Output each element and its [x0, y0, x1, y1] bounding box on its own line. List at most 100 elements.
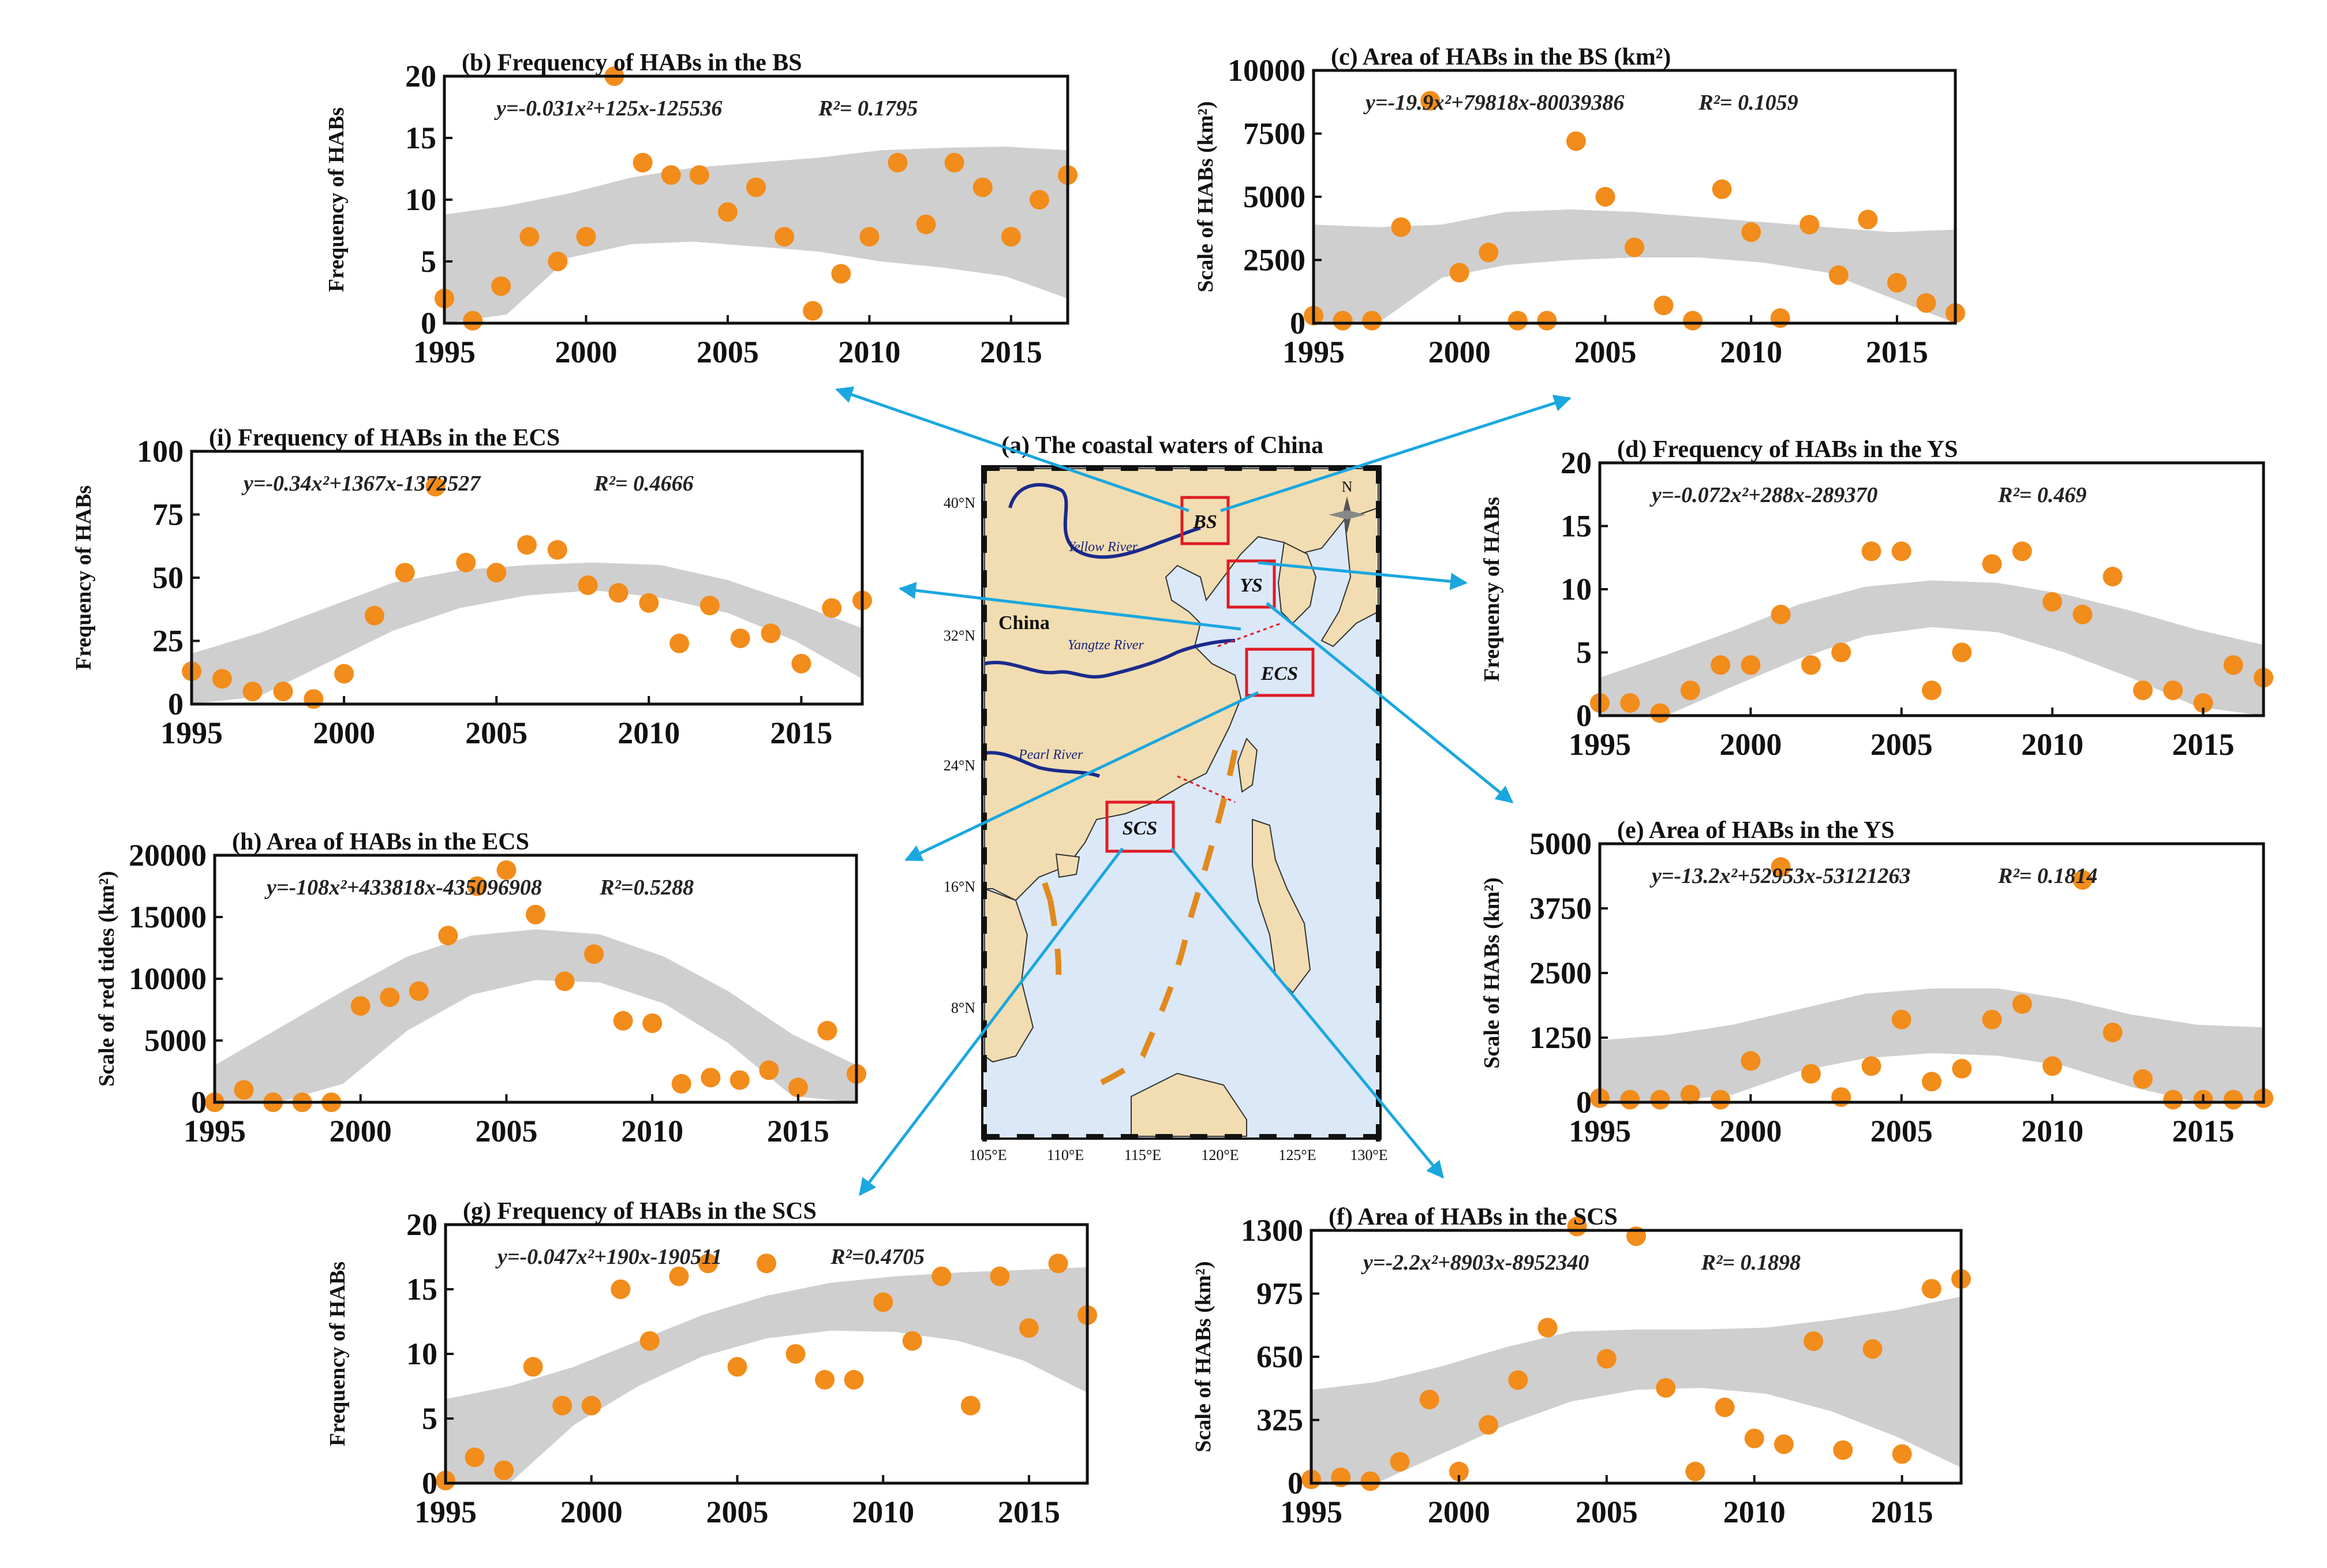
- panel-title: (e) Area of HABs in the YS: [1617, 817, 1895, 844]
- confidence-band: [1314, 209, 1955, 323]
- map-frame-segment: [1376, 743, 1381, 761]
- y-tick-label: 15: [1561, 509, 1592, 544]
- lat-tick-24: 24°N: [944, 757, 975, 774]
- data-point: [1741, 222, 1761, 242]
- r-squared: R²= 0.1059: [1698, 91, 1798, 115]
- map-frame-segment: [982, 951, 987, 968]
- data-point: [759, 1060, 779, 1080]
- x-tick-label: 2000: [1428, 1495, 1490, 1529]
- map-frame-segment: [982, 882, 987, 899]
- data-point: [547, 540, 567, 560]
- data-point: [2042, 592, 2063, 612]
- map-frame-segment: [982, 986, 987, 1003]
- map-frame-segment: [1376, 1055, 1381, 1072]
- data-point: [831, 264, 851, 284]
- data-point: [1952, 642, 1972, 663]
- data-point: [761, 623, 781, 643]
- map-frame-segment: [1376, 501, 1381, 518]
- y-tick-label: 20: [1561, 446, 1592, 480]
- data-point: [234, 1080, 254, 1100]
- arrow-ys-to-e: [1266, 602, 1514, 803]
- data-point: [689, 165, 709, 185]
- y-tick-label: 10: [405, 182, 436, 217]
- data-point: [304, 689, 324, 709]
- data-point: [465, 1447, 485, 1468]
- x-tick-label: 2010: [621, 1114, 683, 1148]
- data-point: [944, 152, 964, 173]
- data-point: [873, 1292, 893, 1312]
- data-point: [1861, 1056, 1881, 1076]
- data-point: [1952, 1058, 1972, 1079]
- map-taiwan: [1237, 738, 1258, 793]
- y-tick-label: 5: [421, 244, 436, 279]
- data-point: [380, 987, 400, 1008]
- data-point: [990, 1266, 1010, 1286]
- data-point: [350, 996, 371, 1016]
- lat-tick-40: 40°N: [944, 495, 975, 511]
- panel-c: 1995 2000 2005 2010 2015 0 2500 5000 7500 10000 (c…: [1194, 44, 1965, 369]
- data-point: [1596, 1349, 1617, 1369]
- x-tick-label: 2005: [697, 335, 759, 369]
- data-point: [1029, 190, 1049, 209]
- data-point: [669, 1266, 689, 1286]
- x-tick-label: 1995: [160, 716, 223, 750]
- y-axis-label: Frequency of HABs: [1480, 497, 1504, 682]
- data-point: [661, 165, 681, 185]
- map-frame-segment: [982, 916, 987, 934]
- data-point: [438, 926, 458, 946]
- y-tick-label: 5000: [1529, 826, 1592, 861]
- map-hainan: [1055, 853, 1080, 878]
- fit-equation: y=-19.9x²+79818x-80039386: [1363, 91, 1624, 115]
- data-point: [456, 552, 476, 572]
- map-frame-segment: [1376, 570, 1381, 587]
- r-squared: R²= 0.469: [1997, 483, 2086, 507]
- data-point: [1508, 1370, 1528, 1390]
- map-frame-segment: [982, 847, 987, 865]
- x-tick-label: 2010: [2021, 1114, 2083, 1148]
- panel-g: 1995 2000 2005 2010 2015 0 5 10 15 20 (g) Frequenc…: [326, 1198, 1097, 1529]
- y-tick-label: 2500: [1243, 243, 1305, 278]
- china-label: China: [998, 612, 1050, 634]
- y-tick-label: 0: [168, 687, 184, 721]
- y-tick-label: 50: [152, 560, 184, 595]
- data-point: [1801, 1064, 1821, 1084]
- map-frame-segment: [1225, 466, 1242, 471]
- data-point: [2163, 1090, 2183, 1110]
- y-tick-label: 3750: [1529, 891, 1592, 926]
- x-tick-label: 2015: [980, 335, 1042, 369]
- data-point: [775, 227, 795, 247]
- data-point: [1921, 1279, 1941, 1299]
- data-point: [902, 1331, 922, 1351]
- x-tick-label: 2015: [767, 1114, 829, 1148]
- yangtze-river-line: [984, 639, 1236, 679]
- map-frame-segment: [1017, 466, 1034, 471]
- confidence-band: [1600, 580, 2264, 716]
- data-point: [803, 301, 823, 321]
- data-point: [1650, 1090, 1670, 1110]
- data-point: [1771, 857, 1791, 877]
- data-point: [1001, 227, 1021, 247]
- x-tick-label: 1995: [184, 1114, 246, 1148]
- data-point: [487, 563, 507, 583]
- data-point: [1680, 1084, 1700, 1105]
- y-tick-label: 15: [406, 1272, 437, 1307]
- map-frame-segment: [1376, 916, 1381, 934]
- data-point: [1887, 272, 1907, 293]
- data-point: [523, 1357, 543, 1377]
- map-philippines: [1252, 818, 1311, 994]
- map-frame-segment: [1376, 813, 1381, 830]
- y-axis-label: Frequency of HABs: [324, 107, 349, 292]
- map-frame-segment: [1363, 466, 1381, 471]
- confidence-band: [444, 147, 1068, 323]
- lat-tick-16: 16°N: [944, 878, 975, 895]
- data-point: [817, 1020, 837, 1041]
- map-frame-segment: [982, 778, 987, 795]
- data-point: [791, 653, 811, 673]
- data-point: [1360, 1471, 1381, 1491]
- map-frame-segment: [982, 1124, 987, 1142]
- y-tick-label: 15: [405, 121, 436, 155]
- data-point: [608, 583, 628, 603]
- x-tick-label: 2015: [998, 1495, 1060, 1529]
- data-point: [496, 860, 517, 880]
- x-tick-label: 2015: [1866, 335, 1928, 369]
